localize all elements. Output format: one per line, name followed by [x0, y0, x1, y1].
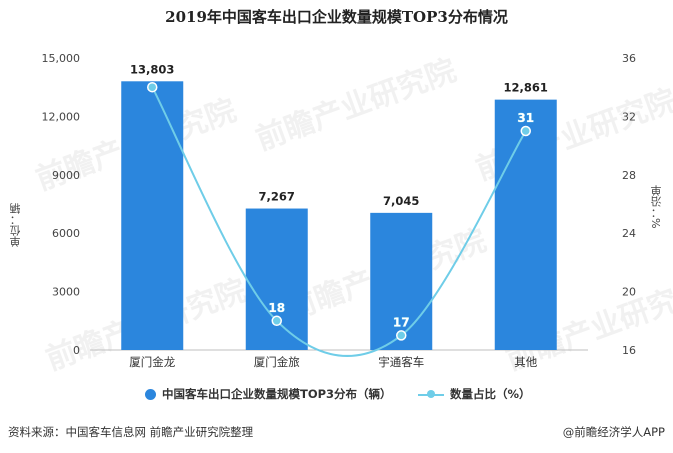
line-point: [147, 81, 158, 93]
chart-title: 2019年中国客车出口企业数量规模TOP3分布情况: [165, 8, 508, 26]
legend-swatch-line: [418, 389, 444, 400]
bar: [245, 208, 308, 350]
footer: 资料来源：中国客车信息网 前瞻产业研究院整理 @前瞻经济学人APP: [0, 420, 673, 453]
legend-label-bar: 中国客车出口企业数量规模TOP3分布（辆）: [162, 387, 392, 401]
bar-value-label: 7,267: [259, 190, 295, 204]
y-tick-label-left: 0: [73, 344, 80, 357]
brand-credit: @前瞻经济学人APP: [562, 425, 665, 439]
line-value-label: 18: [268, 301, 285, 315]
bar-value-label: 7,045: [383, 194, 419, 208]
bar: [494, 99, 557, 351]
y-tick-label-right: 32: [622, 110, 636, 123]
line-value-label: 17: [393, 315, 410, 329]
line-series-path: [151, 86, 527, 357]
y-tick-label-right: 16: [622, 344, 636, 357]
legend-item-bar: 中国客车出口企业数量规模TOP3分布（辆）: [145, 386, 392, 402]
y-tick-label-right: 28: [622, 169, 636, 182]
y-tick-label-left: 12,000: [42, 110, 81, 123]
line-point: [271, 315, 282, 327]
bar: [121, 81, 184, 350]
x-tick-label: 宇通客车: [378, 355, 424, 369]
y-tick-label-left: 6000: [52, 227, 80, 240]
x-tick-label: 其他: [514, 355, 537, 369]
source-note: 资料来源：中国客车信息网 前瞻产业研究院整理: [8, 425, 254, 439]
legend-item-line: 数量占比（%）: [418, 386, 531, 402]
chart-plot: 0 3000 6000 9000 12,000 15,000 16 20 24 28 32 36 13,…: [42, 52, 637, 369]
bar-value-label: 13,803: [130, 62, 174, 76]
legend-swatch-bar: [145, 388, 156, 400]
legend: 中国客车出口企业数量规模TOP3分布（辆） 数量占比（%）: [0, 386, 673, 406]
y-tick-label-left: 3000: [52, 286, 80, 299]
x-tick-label: 厦门金旅: [254, 355, 300, 369]
y-tick-label-right: 36: [622, 52, 636, 65]
line-value-label: 31: [517, 111, 534, 125]
bar: [370, 212, 433, 350]
bar-value-label: 12,861: [504, 81, 548, 95]
y-tick-label-left: 15,000: [42, 52, 81, 65]
legend-label-line: 数量占比（%）: [450, 387, 531, 401]
line-point: [520, 125, 531, 137]
y-tick-label-left: 9000: [52, 169, 80, 182]
line-point: [396, 330, 407, 341]
y-tick-label-right: 20: [622, 286, 636, 299]
y-tick-label-right: 24: [622, 227, 636, 240]
x-tick-label: 厦门金龙: [129, 355, 175, 369]
